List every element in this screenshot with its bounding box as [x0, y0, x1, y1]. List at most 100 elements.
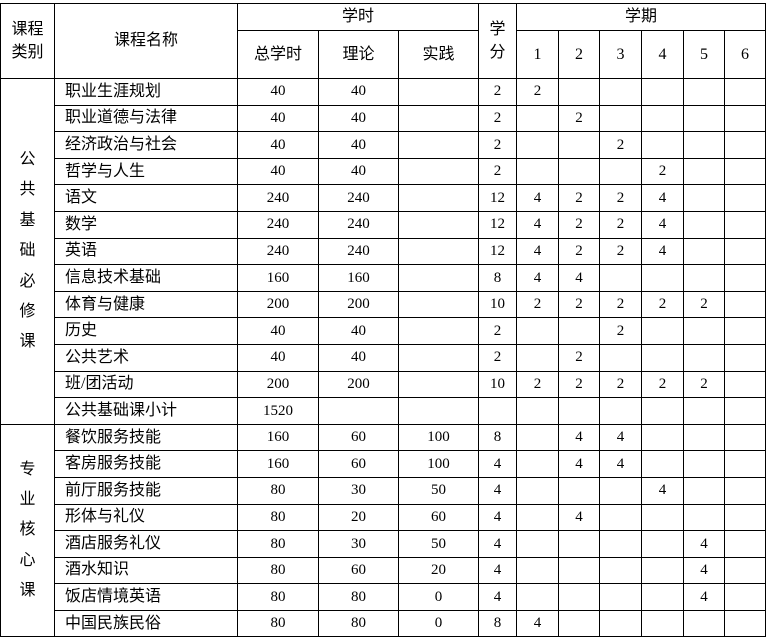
- credit-cell: 2: [478, 157, 518, 186]
- course-name-cell: 英语: [54, 237, 238, 266]
- header-practice-hours: 实践: [397, 30, 480, 79]
- semester-6-cell: [724, 184, 766, 212]
- practice-hours-cell: 0: [397, 583, 480, 611]
- course-name-cell: 信息技术基础: [54, 264, 238, 292]
- theory-hours-cell: 40: [318, 317, 399, 345]
- semester-3-cell: [599, 583, 643, 611]
- semester-4-cell: [641, 583, 685, 611]
- semester-6-cell: [724, 290, 766, 319]
- table-row: 客房服务技能 160 60 100 4 4 4: [1, 450, 766, 478]
- course-name-cell: 酒水知识: [54, 556, 238, 585]
- semester-3-cell: 4: [599, 423, 643, 452]
- course-category-label: 专业核心课: [19, 460, 36, 600]
- semester-4-cell: 2: [641, 370, 685, 399]
- semester-5-cell: [683, 157, 726, 186]
- semester-3-cell: 2: [599, 184, 643, 212]
- semester-5-cell: [683, 78, 726, 106]
- course-name-cell: 中国民族民俗: [54, 609, 238, 638]
- semester-6-cell: [724, 343, 766, 372]
- total-hours-cell: 40: [237, 131, 319, 159]
- course-name-cell: 公共艺术: [54, 343, 238, 372]
- semester-6-cell: [724, 264, 766, 292]
- semester-6-cell: [724, 397, 766, 425]
- semester-6-cell: [724, 556, 766, 585]
- semester-6-cell: [724, 609, 766, 638]
- semester-4-cell: 4: [641, 237, 685, 266]
- semester-2-cell: [558, 317, 601, 345]
- semester-1-cell: 4: [516, 609, 560, 638]
- semester-5-cell: [683, 476, 726, 505]
- course-name-cell: 职业生涯规划: [54, 78, 238, 106]
- theory-hours-cell: 60: [318, 450, 399, 478]
- course-category-label: 公共基础必修课: [19, 150, 36, 351]
- practice-hours-cell: [397, 290, 480, 319]
- theory-hours-cell: 60: [318, 556, 399, 585]
- semester-5-cell: 2: [683, 290, 726, 319]
- practice-hours-cell: 0: [397, 609, 480, 638]
- header-semester-6: 6: [724, 30, 766, 79]
- semester-1-cell: [516, 583, 560, 611]
- theory-hours-cell: 240: [318, 237, 399, 266]
- table-row: 公共艺术 40 40 2 2: [1, 343, 766, 372]
- course-name-cell: 形体与礼仪: [54, 503, 238, 532]
- semester-2-cell: [558, 397, 601, 425]
- table-row: 前厅服务技能 80 30 50 4 4: [1, 476, 766, 505]
- semester-4-cell: [641, 423, 685, 452]
- semester-2-cell: 4: [558, 423, 601, 452]
- semester-3-cell: [599, 343, 643, 372]
- semester-2-cell: [558, 583, 601, 611]
- header-row-1: 课程类别 课程名称 学时 学分 学期: [0, 3, 766, 79]
- semester-3-cell: [599, 264, 643, 292]
- semester-3-cell: 4: [599, 450, 643, 478]
- credit-cell: 8: [478, 423, 518, 452]
- table-row: 数学 240 240 12 4 2 2 4: [1, 210, 766, 239]
- semester-6-cell: [724, 78, 766, 106]
- theory-hours-cell: 80: [318, 583, 399, 611]
- semester-6-cell: [724, 476, 766, 505]
- theory-hours-cell: 80: [318, 609, 399, 638]
- course-name-cell: 班/团活动: [54, 370, 238, 399]
- theory-hours-cell: 160: [318, 264, 399, 292]
- table-row: 公共基础课小计 1520: [1, 397, 766, 425]
- practice-hours-cell: [397, 157, 480, 186]
- practice-hours-cell: 20: [397, 556, 480, 585]
- semester-1-cell: 2: [516, 290, 560, 319]
- semester-5-cell: [683, 210, 726, 239]
- credit-cell: 4: [478, 556, 518, 585]
- table-row: 饭店情境英语 80 80 0 4 4: [1, 583, 766, 611]
- credit-cell: 12: [478, 237, 518, 266]
- semester-5-cell: [683, 104, 726, 133]
- practice-hours-cell: [397, 343, 480, 372]
- header-course-category-label: 课程类别: [11, 20, 44, 61]
- theory-hours-cell: 30: [318, 530, 399, 558]
- total-hours-cell: 240: [237, 210, 319, 239]
- semester-4-cell: [641, 343, 685, 372]
- credit-cell: 12: [478, 184, 518, 212]
- practice-hours-cell: [397, 237, 480, 266]
- total-hours-cell: 200: [237, 370, 319, 399]
- semester-4-cell: [641, 104, 685, 133]
- theory-hours-cell: 200: [318, 370, 399, 399]
- semester-1-cell: [516, 556, 560, 585]
- semester-2-cell: [558, 476, 601, 505]
- semester-1-cell: [516, 157, 560, 186]
- header-semester-2: 2: [558, 30, 601, 79]
- theory-hours-cell: 240: [318, 210, 399, 239]
- semester-5-cell: 4: [683, 556, 726, 585]
- practice-hours-cell: [397, 184, 480, 212]
- course-name-cell: 语文: [54, 184, 238, 212]
- header-credit-label: 学分: [489, 20, 506, 61]
- credit-cell: 2: [478, 317, 518, 345]
- semester-2-cell: 4: [558, 450, 601, 478]
- semester-5-cell: [683, 397, 726, 425]
- semester-1-cell: [516, 503, 560, 532]
- practice-hours-cell: 100: [397, 450, 480, 478]
- semester-5-cell: [683, 264, 726, 292]
- credit-cell: 4: [478, 450, 518, 478]
- semester-5-cell: [683, 131, 726, 159]
- credit-cell: 8: [478, 264, 518, 292]
- table-row: 班/团活动 200 200 10 2 2 2 2 2: [1, 370, 766, 399]
- semester-5-cell: [683, 450, 726, 478]
- theory-hours-cell: 20: [318, 503, 399, 532]
- semester-1-cell: [516, 476, 560, 505]
